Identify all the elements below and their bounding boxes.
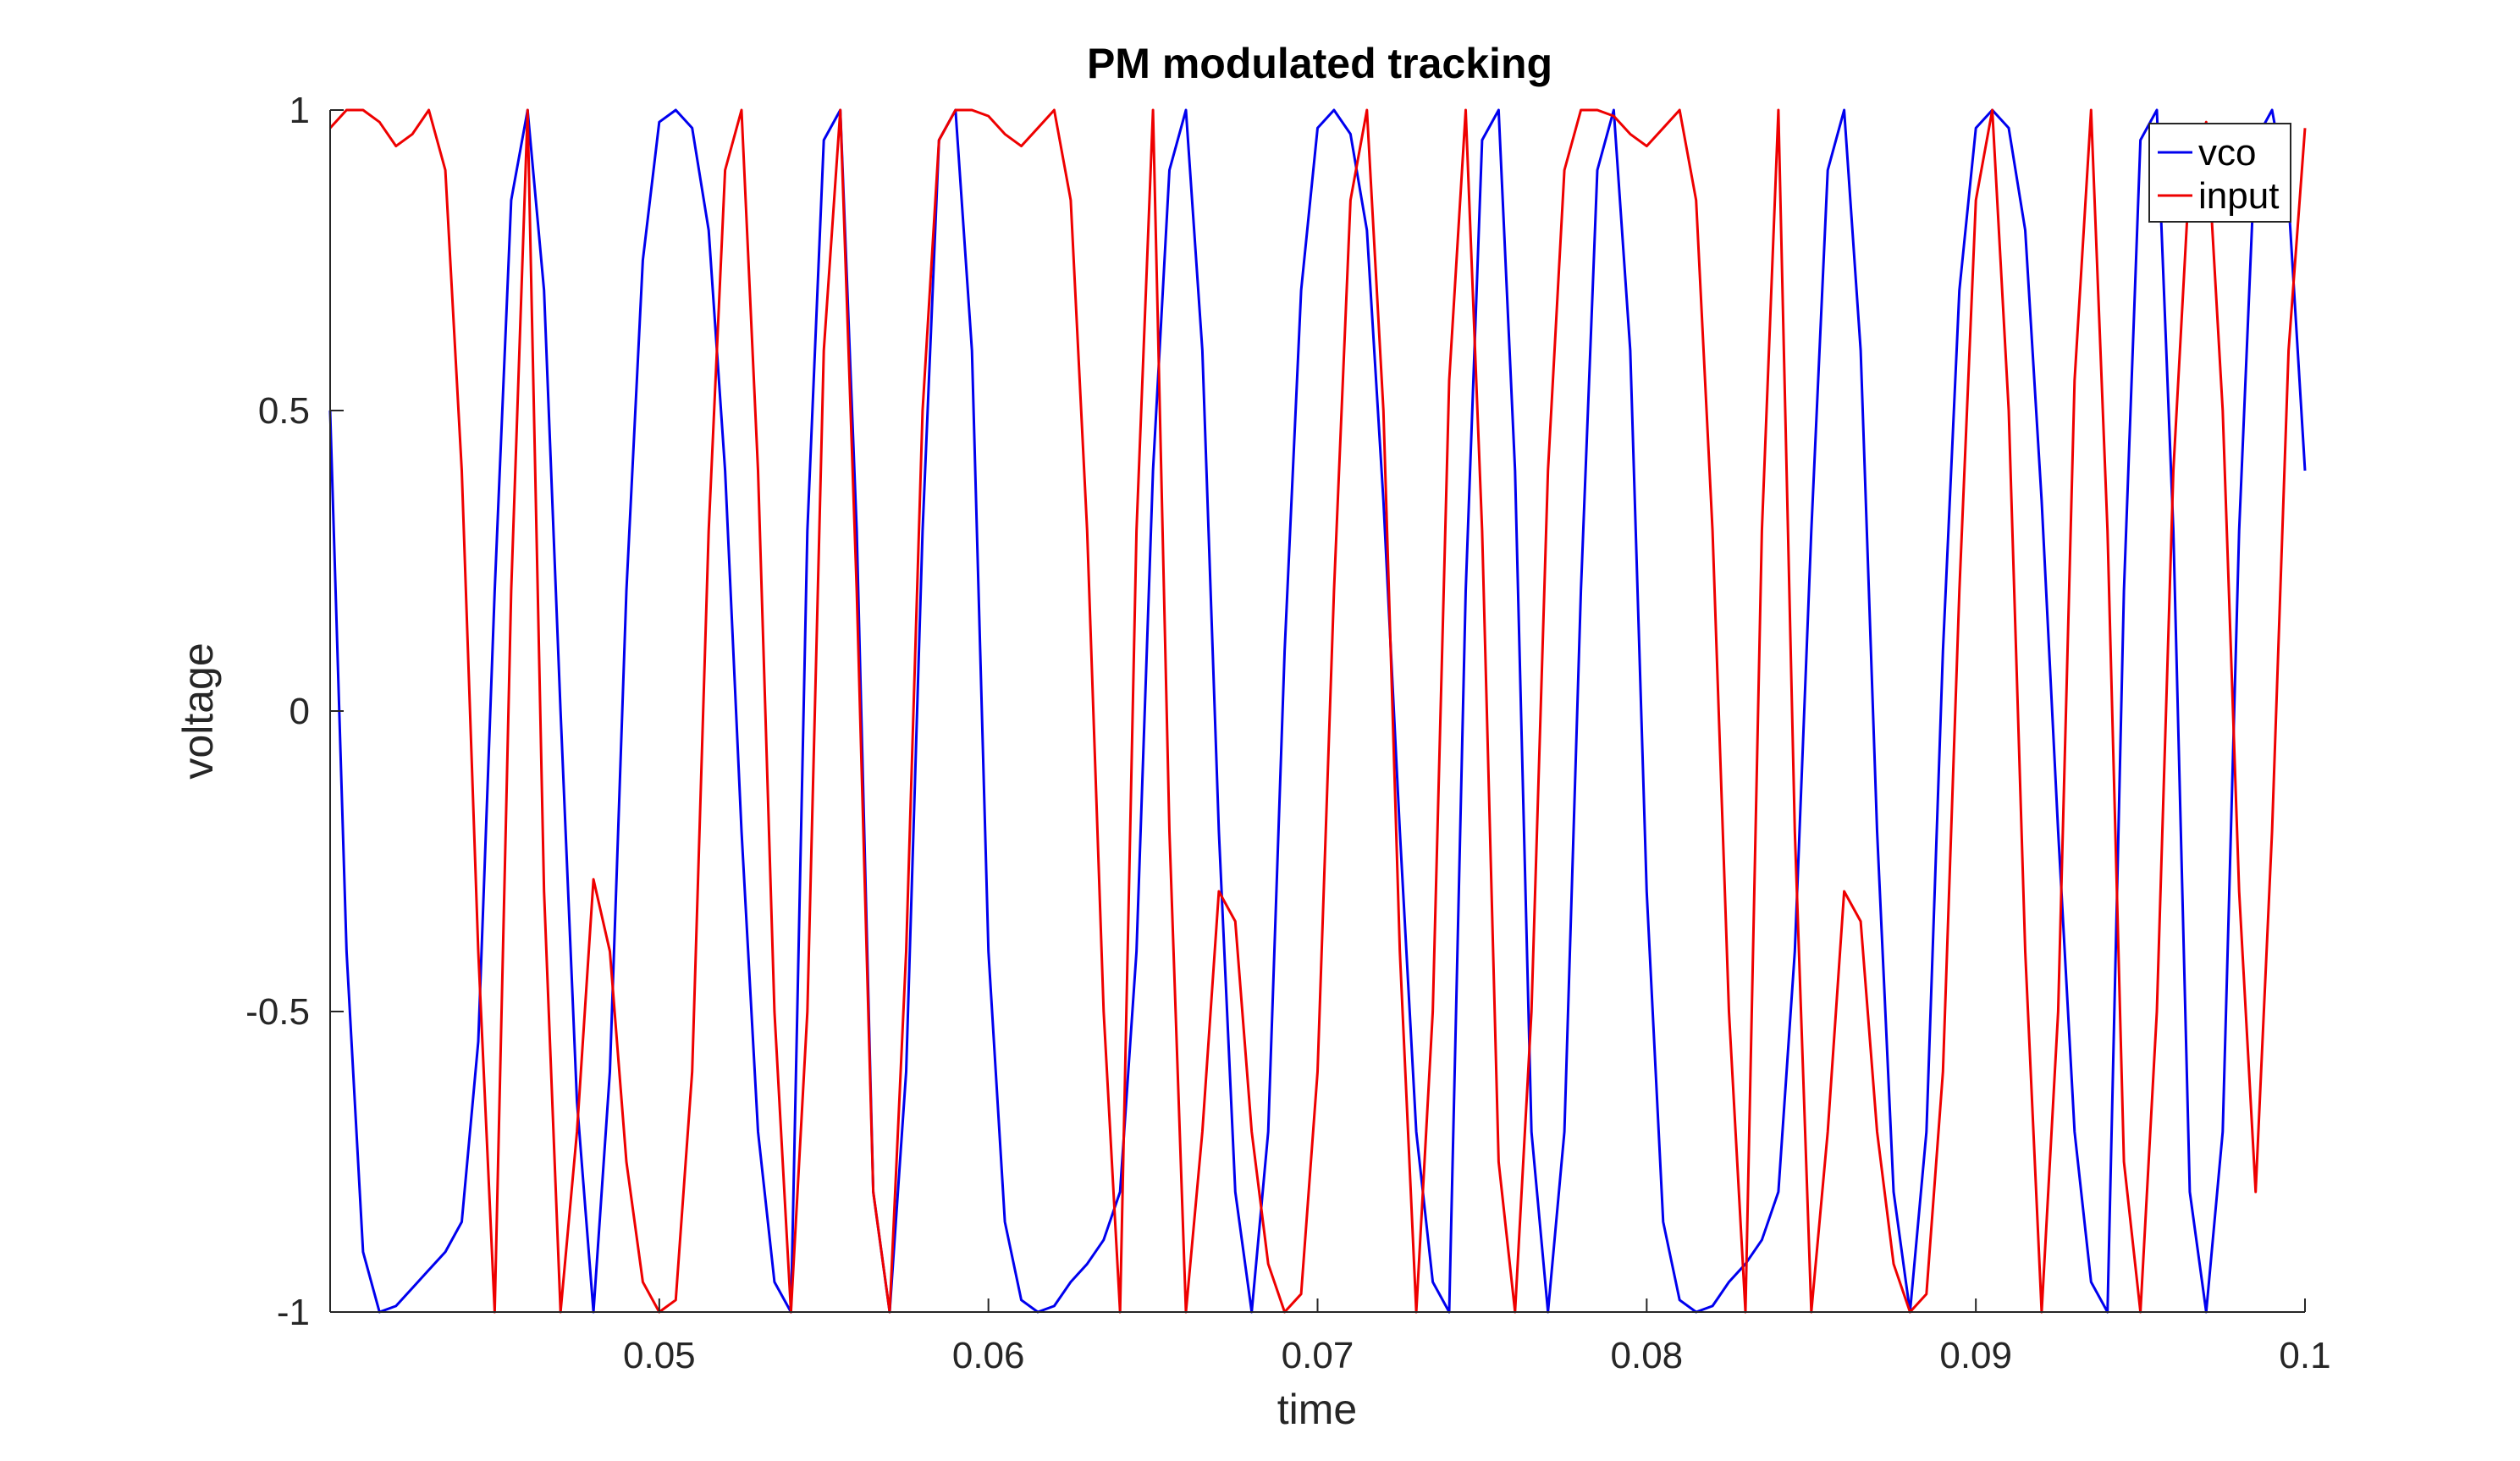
x-tick-label: 0.06 [952,1335,1025,1376]
legend: vco input [2148,123,2291,223]
legend-box [2148,123,2291,223]
y-tick-label: -1 [277,1292,310,1333]
y-tick-label: 0 [289,691,310,732]
y-ticks: -1 -0.5 0 0.5 1 [245,90,344,1333]
x-tick-label: 0.1 [2279,1335,2330,1376]
legend-label-vco: vco [2198,132,2256,174]
x-ticks: 0.05 0.06 0.07 0.08 0.09 0.1 [623,1298,2331,1376]
x-tick-label: 0.05 [623,1335,696,1376]
y-tick-label: 0.5 [258,390,310,432]
y-tick-label: 1 [289,90,310,131]
x-tick-label: 0.08 [1611,1335,1684,1376]
y-tick-label: -0.5 [245,991,310,1033]
x-axis-label: time [1277,1386,1357,1433]
legend-label-input: input [2198,175,2279,217]
series-line-vco [328,108,2307,1314]
y-axis-label: voltage [174,642,222,779]
chart-title: PM modulated tracking [1087,40,1552,87]
x-tick-label: 0.09 [1939,1335,2012,1376]
x-tick-label: 0.07 [1282,1335,1354,1376]
